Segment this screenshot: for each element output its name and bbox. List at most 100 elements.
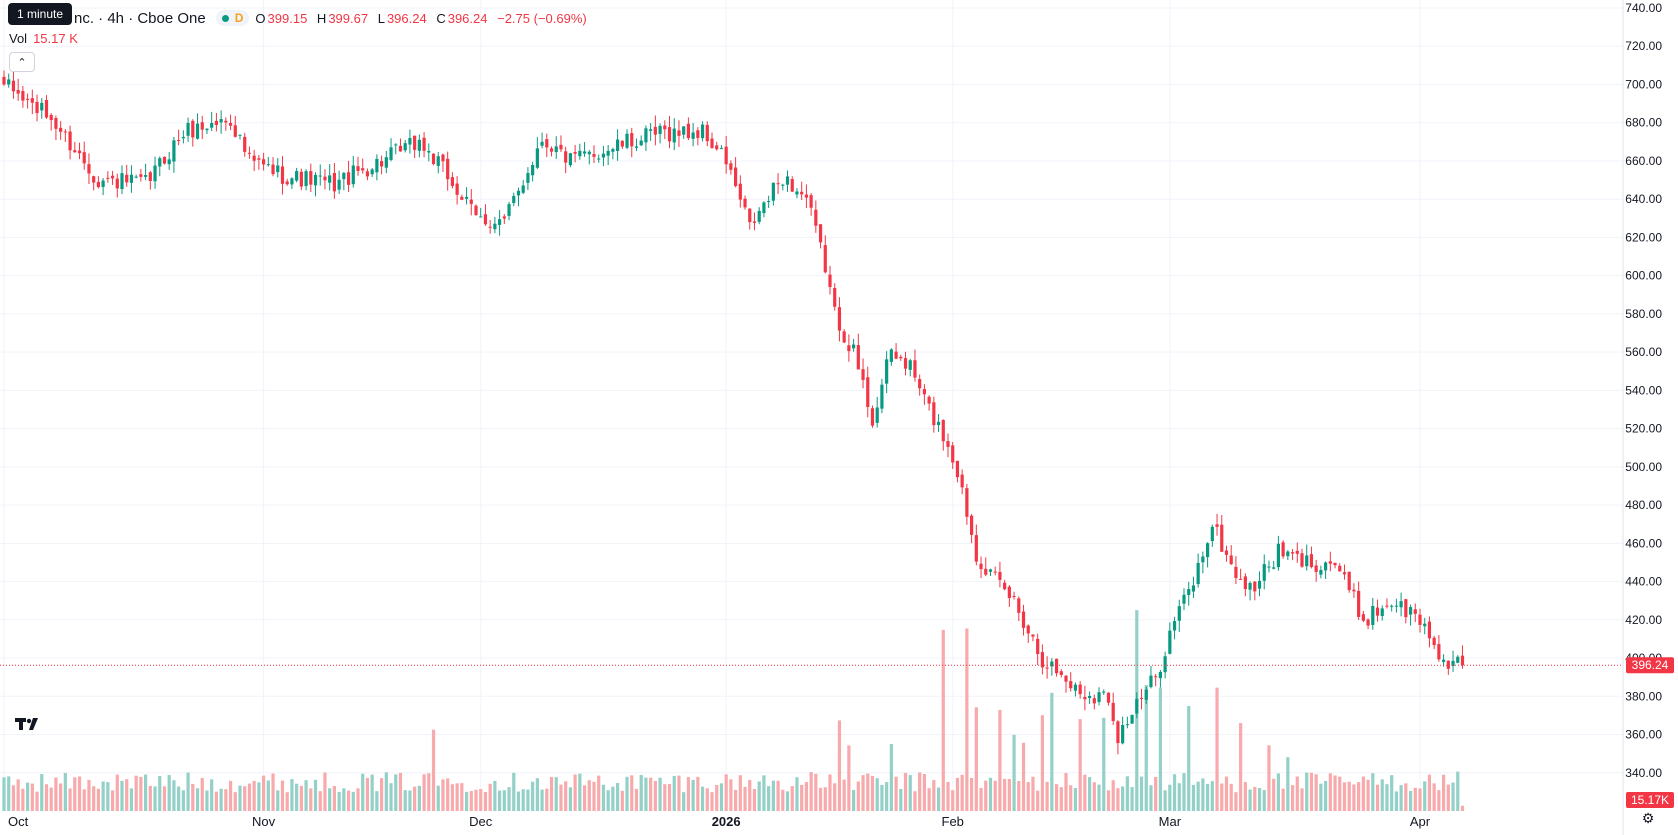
candle [493,216,497,234]
volume-bar [1102,717,1106,811]
volume-bar [498,790,502,811]
volume-bar [719,783,724,811]
price-tick-label: 600.00 [1625,269,1662,283]
volume-bar [1201,778,1205,811]
candle [507,201,511,221]
candle [795,188,799,199]
candle [875,396,879,428]
volume-bar [1026,782,1030,811]
volume-bar [1243,782,1247,811]
volume-bar [809,772,813,811]
volume-bar [1003,778,1007,811]
volume-bar [356,788,360,811]
volume-bar [436,785,440,811]
candle [752,212,757,231]
collapse-legend-button[interactable]: ⌃ [9,52,35,72]
candle [224,117,228,131]
candle [210,111,214,131]
price-tick-label: 700.00 [1625,77,1662,91]
candle [616,129,620,161]
price-tick-label: 640.00 [1625,192,1662,206]
candle [384,151,388,174]
candle [233,116,237,138]
candle [573,144,577,163]
volume-bar [620,790,624,811]
candle [82,141,86,170]
volume-bar [979,787,983,811]
volume-bar [889,744,893,811]
candle [403,140,407,153]
candle [960,469,964,495]
volume-label: Vol [9,31,28,46]
candle [441,153,445,172]
volume-bar [752,789,757,811]
volume-bar [328,788,332,811]
volume-bar [800,784,804,811]
market-status-pill[interactable]: D [215,10,250,26]
volume-bar [49,787,53,811]
volume-bar [724,774,728,811]
open-value: 399.15 [267,10,308,26]
volume-bar [1290,785,1295,811]
volume-bar [578,773,582,811]
candle [724,135,728,174]
candle [1206,542,1210,568]
candle [1069,672,1073,692]
candle [252,149,256,172]
volume-bar [965,628,969,811]
price-tick-label: 520.00 [1625,422,1662,436]
symbol-title[interactable]: nc. · 4h · Cboe One [74,9,206,27]
volume-bar [464,791,469,811]
volume-bar [1111,780,1115,811]
candle [1158,670,1162,688]
volume-bar [181,790,185,811]
volume-bar [295,783,299,811]
candle [153,156,157,189]
candle [177,129,181,146]
candle [700,121,705,142]
volume-bar [941,629,945,811]
candle [1229,545,1233,565]
volume-bar [597,775,601,811]
candle [1432,635,1436,650]
candle [455,176,459,205]
candle [1196,553,1200,588]
candle [734,157,738,188]
volume-bar [1220,783,1224,811]
candle [1210,524,1214,547]
candle [601,145,606,167]
volume-bar [639,774,643,811]
price-axis[interactable]: 740.00 720.00 700.00 680.00 660.00 640.00 620.… [1625,1,1662,780]
volume-bar [875,778,879,811]
candle [814,200,818,233]
candle [26,93,30,109]
volume-bar [139,776,143,811]
candle [1418,608,1422,633]
volume-legend: Vol 15.17 K [9,31,78,46]
candle [1064,674,1068,693]
time-axis[interactable]: Oct Nov Dec 2026 Feb Mar Apr [8,814,1431,829]
volume-bar [266,780,270,811]
volume-bar [903,772,908,811]
candle [710,132,714,149]
volume-bar [450,784,454,811]
candle [715,141,719,151]
gear-icon[interactable]: ⚙ [1641,810,1655,826]
candle [181,130,185,144]
candle [1423,617,1427,635]
volume-bar [814,773,818,811]
candle [469,189,473,216]
candle [1281,540,1285,559]
volume-bar [568,787,572,811]
candle [691,122,695,147]
volume-bar [870,775,875,811]
volume-bar [606,790,610,811]
volume-bar [885,782,889,811]
tradingview-logo-icon[interactable] [14,714,44,734]
candle [535,137,539,170]
volume-bar [1281,788,1285,811]
candle [512,192,516,207]
volume-bar [68,788,72,811]
candle [1050,658,1054,676]
